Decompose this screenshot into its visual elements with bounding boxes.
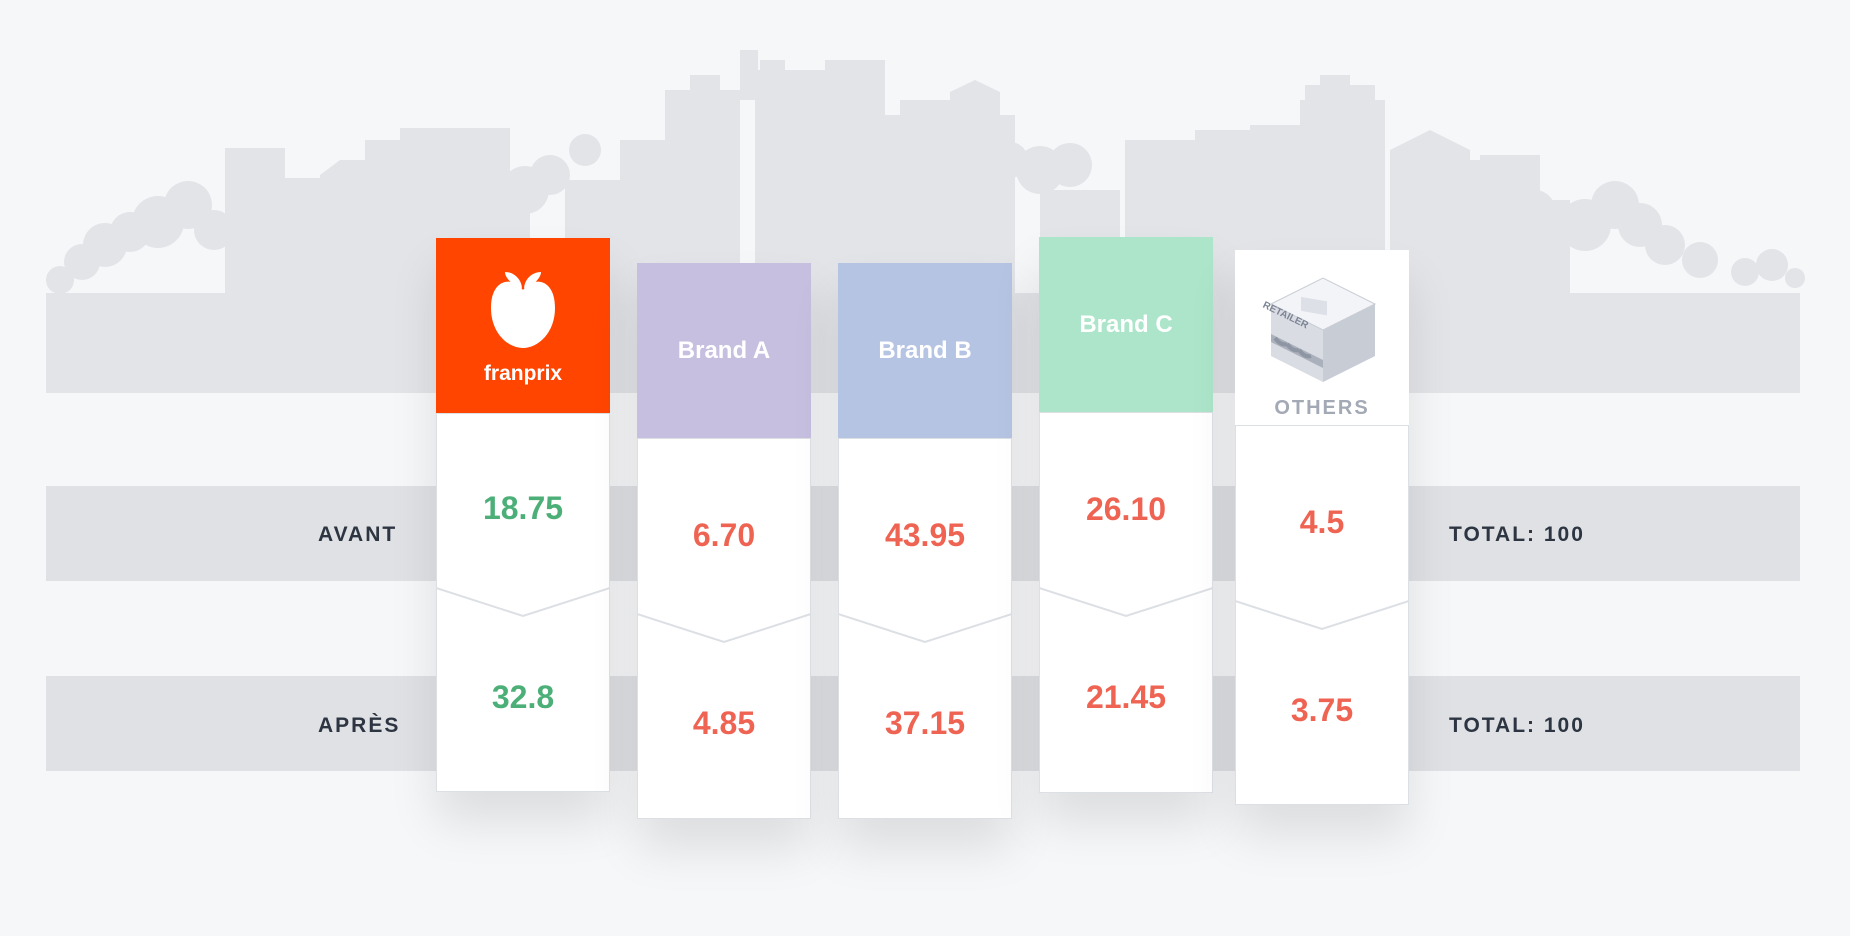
franprix-chevron: [436, 587, 610, 618]
brand-a-apres-value: 4.85: [692, 705, 756, 741]
avant-label: AVANT: [318, 523, 398, 546]
franprix-avant-value: 18.75: [482, 490, 564, 526]
brand-a-avant-value: 6.70: [692, 517, 756, 553]
column-franprix: franprix 18.75 32.8: [436, 238, 610, 792]
others-header: RETAILER OTHERS: [1235, 250, 1409, 425]
column-brand-c: Brand C 26.10 21.45: [1039, 237, 1213, 793]
column-others: RETAILER OTHERS 4.5 3.75: [1235, 250, 1409, 805]
total-apres-label: TOTAL: 100: [1449, 714, 1585, 737]
brand-c-body: [1039, 412, 1213, 793]
brand-b-chevron: [838, 613, 1012, 644]
franprix-logo-text: franprix: [483, 362, 563, 385]
column-brand-b: Brand B 43.95 37.15: [838, 263, 1012, 819]
franprix-apres-value: 32.8: [491, 679, 555, 715]
brand-b-header: Brand B: [838, 263, 1012, 438]
brand-c-apres-value: 21.45: [1085, 679, 1167, 715]
apple-logo-icon: [491, 272, 555, 348]
brand-a-header: Brand A: [637, 263, 811, 438]
others-chevron: [1235, 600, 1409, 631]
franprix-header: franprix: [436, 238, 610, 413]
brand-a-chevron: [637, 613, 811, 644]
column-brand-a: Brand A 6.70 4.85: [637, 263, 811, 819]
brand-c-header: Brand C: [1039, 237, 1213, 412]
brand-b-apres-value: 37.15: [884, 705, 966, 741]
brand-c-avant-value: 26.10: [1085, 491, 1167, 527]
brand-a-body: [637, 438, 811, 819]
total-avant-label: TOTAL: 100: [1449, 523, 1585, 546]
franprix-body: [436, 413, 610, 792]
brand-c-chevron: [1039, 587, 1213, 618]
others-body: [1235, 425, 1409, 805]
apres-label: APRÈS: [318, 714, 401, 737]
retail-store-icon: RETAILER: [1261, 277, 1377, 382]
others-avant-value: 4.5: [1299, 504, 1345, 540]
others-label: OTHERS: [1274, 397, 1370, 419]
brand-b-avant-value: 43.95: [884, 517, 966, 553]
others-apres-value: 3.75: [1290, 692, 1354, 728]
brand-b-body: [838, 438, 1012, 819]
